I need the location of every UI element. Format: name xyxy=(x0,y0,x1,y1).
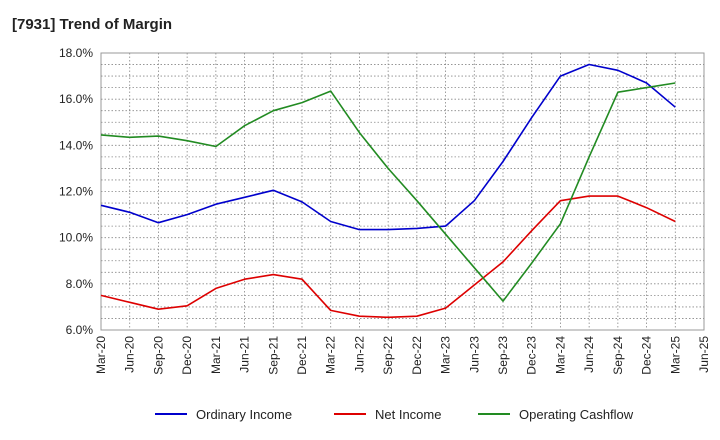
x-tick-label: Mar-22 xyxy=(324,336,338,374)
x-axis-ticks: Mar-20 Jun-20 Sep-20 Dec-20 Mar-21 Jun-21 Sep-… xyxy=(94,336,711,375)
x-tick-label: Mar-24 xyxy=(553,336,567,374)
series-line-ordinary-income xyxy=(100,63,676,231)
x-tick-label: Mar-23 xyxy=(439,336,453,374)
y-tick-label: 10.0% xyxy=(59,231,93,245)
legend-label: Ordinary Income xyxy=(196,407,292,422)
x-tick-label: Dec-23 xyxy=(525,336,539,375)
y-tick-label: 16.0% xyxy=(59,92,93,106)
series-line-net-income xyxy=(100,195,676,319)
x-tick-label: Mar-20 xyxy=(94,336,108,374)
x-tick-label: Jun-22 xyxy=(352,336,366,373)
x-tick-label: Jun-21 xyxy=(238,336,252,373)
series-line-operating-cashflow xyxy=(100,82,676,302)
y-tick-label: 14.0% xyxy=(59,138,93,152)
x-tick-label: Dec-22 xyxy=(410,336,424,375)
x-tick-label: Dec-21 xyxy=(295,336,309,375)
x-tick-label: Mar-25 xyxy=(668,336,682,374)
x-tick-label: Sep-23 xyxy=(496,336,510,375)
x-tick-label: Sep-20 xyxy=(151,336,165,375)
series-layer xyxy=(100,63,676,319)
x-tick-label: Dec-24 xyxy=(640,336,654,375)
x-tick-label: Jun-24 xyxy=(582,336,596,373)
y-tick-label: 6.0% xyxy=(66,323,94,337)
legend-label: Operating Cashflow xyxy=(519,407,634,422)
grid-layer xyxy=(101,53,704,330)
x-tick-label: Sep-24 xyxy=(611,336,625,375)
y-tick-label: 18.0% xyxy=(59,46,93,60)
legend-label: Net Income xyxy=(375,407,441,422)
x-tick-label: Jun-20 xyxy=(123,336,137,373)
y-tick-label: 12.0% xyxy=(59,185,93,199)
x-tick-label: Jun-23 xyxy=(467,336,481,373)
chart-title: [7931] Trend of Margin xyxy=(12,16,173,33)
legend: Ordinary Income Net Income Operating Cashf… xyxy=(155,407,634,422)
x-tick-label: Sep-21 xyxy=(266,336,280,375)
x-tick-label: Dec-20 xyxy=(180,336,194,375)
x-tick-label: Mar-21 xyxy=(209,336,223,374)
x-tick-label: Sep-22 xyxy=(381,336,395,375)
y-axis-ticks: 6.0% 8.0% 10.0% 12.0% 14.0% 16.0% 18.0% xyxy=(59,46,93,337)
y-tick-label: 8.0% xyxy=(66,277,94,291)
x-tick-label: Jun-25 xyxy=(697,336,711,373)
